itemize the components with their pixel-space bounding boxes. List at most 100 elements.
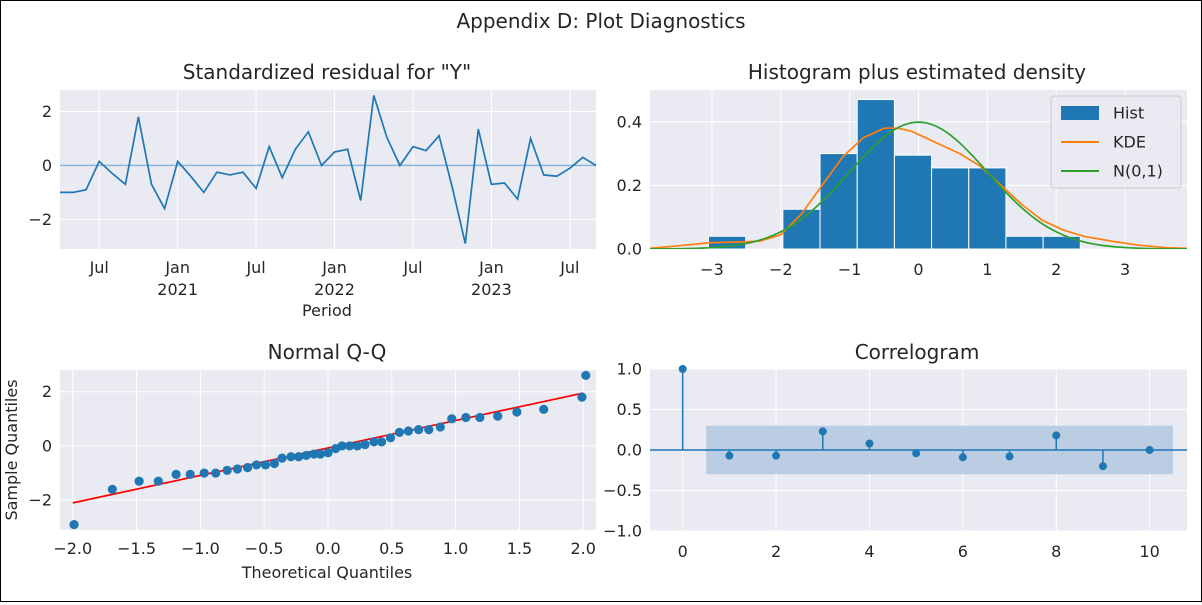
residual-plot: Standardized residual for "Y" Period −2 0… — [28, 60, 596, 320]
histogram-legend: Hist KDE N(0,1) — [1050, 95, 1182, 189]
correlogram-xtick-label: 10 — [1139, 542, 1159, 561]
legend-hist-label: Hist — [1113, 104, 1144, 123]
histogram-ytick-label: 0.4 — [617, 112, 642, 131]
correlogram-plot: Correlogram −1.0 −0.5 0.0 0.5 1.0 0 2 4 6 8 10 — [603, 340, 1187, 561]
qq-point — [309, 449, 319, 459]
legend-hist-swatch — [1061, 106, 1099, 120]
residual-xtick-year: 2021 — [157, 280, 198, 299]
residual-series-line — [60, 95, 596, 244]
qq-point — [577, 392, 587, 402]
qq-xtick-label: 2.0 — [571, 539, 596, 558]
qq-point — [107, 484, 117, 494]
qq-point — [435, 422, 445, 432]
histogram-ytick-label: 0.2 — [617, 176, 642, 195]
residual-axes-bg — [60, 90, 596, 249]
correlogram-marker — [1145, 446, 1154, 454]
residual-xtick-year: 2022 — [314, 280, 355, 299]
histogram-bar — [893, 154, 933, 250]
correlogram-marker — [818, 427, 827, 436]
qq-point — [134, 476, 144, 486]
normal-pdf-line — [650, 121, 1187, 249]
residual-title: Standardized residual for "Y" — [183, 60, 471, 84]
histogram-xtick-label: 2 — [1051, 260, 1061, 279]
qq-point — [232, 464, 242, 474]
qq-point — [385, 433, 396, 443]
histogram-xtick-label: 0 — [913, 260, 923, 279]
qq-point — [447, 414, 457, 424]
correlogram-marker — [912, 449, 921, 458]
histogram-xtick-label: 1 — [982, 260, 992, 279]
histogram-bar — [819, 153, 858, 250]
qq-ytick-label: 0 — [42, 436, 52, 455]
qq-point — [69, 519, 79, 530]
qq-point — [294, 452, 304, 462]
qq-point — [539, 404, 549, 414]
qq-point — [581, 370, 591, 381]
histogram-bar — [782, 208, 821, 250]
correlogram-marker — [1098, 462, 1107, 471]
correlogram-ytick-label: −0.5 — [603, 481, 642, 500]
correlogram-marker — [772, 451, 781, 460]
qq-point — [475, 412, 485, 423]
histogram-xtick-label: −2 — [769, 260, 793, 279]
qq-point — [211, 468, 221, 478]
qq-xtick-label: 1.0 — [443, 539, 468, 558]
qq-point — [251, 460, 262, 470]
qq-point — [171, 469, 181, 480]
figure-suptitle: Appendix D: Plot Diagnostics — [456, 9, 745, 33]
qq-xtick-label: 1.5 — [507, 539, 532, 558]
correlogram-ytick-label: −1.0 — [603, 522, 642, 541]
residual-xtick-label: Jan — [321, 258, 347, 277]
correlogram-marker — [725, 451, 734, 460]
qq-point — [352, 441, 362, 451]
qq-xtick-label: 0.5 — [379, 539, 404, 558]
qq-xlabel: Theoretical Quantiles — [241, 563, 413, 582]
histogram-xtick-label: 3 — [1120, 260, 1130, 279]
qq-point — [323, 448, 333, 458]
residual-ytick-label: −2 — [28, 210, 52, 229]
residual-xtick-label: Jan — [478, 258, 504, 277]
histogram-bar — [931, 167, 970, 250]
qq-point — [153, 476, 163, 486]
qq-point — [369, 437, 379, 447]
qq-xtick-label: 0.0 — [315, 539, 340, 558]
residual-xtick-label: Jul — [559, 258, 579, 277]
qq-xtick-label: −1.5 — [117, 539, 156, 558]
qq-point — [345, 441, 355, 451]
correlogram-xtick-label: 0 — [678, 542, 688, 561]
correlogram-ytick-label: 1.0 — [617, 360, 642, 379]
qq-point — [315, 449, 325, 459]
qq-xtick-label: −2.0 — [53, 539, 92, 558]
residual-ytick-label: 2 — [42, 102, 52, 121]
residual-xtick-label: Jan — [164, 258, 190, 277]
histogram-bar — [968, 167, 1007, 250]
qq-point — [461, 412, 471, 423]
qq-point — [277, 453, 287, 463]
correlogram-title: Correlogram — [855, 340, 980, 364]
qq-point — [403, 426, 413, 436]
qq-point — [222, 465, 232, 475]
correlogram-marker — [865, 439, 874, 448]
correlogram-xtick-label: 6 — [958, 542, 968, 561]
residual-xlabel: Period — [302, 301, 352, 320]
residual-xtick-label: Jul — [89, 258, 109, 277]
qq-point — [414, 425, 424, 435]
correlogram-xtick-label: 8 — [1051, 542, 1061, 561]
correlogram-marker — [958, 453, 967, 462]
qq-point — [286, 452, 296, 462]
qq-point — [512, 407, 522, 417]
histogram-bar — [856, 99, 895, 250]
correlogram-marker — [1005, 452, 1014, 461]
qq-xtick-label: −0.5 — [245, 539, 284, 558]
qq-point — [360, 439, 370, 450]
histogram-xtick-label: −3 — [700, 260, 724, 279]
qq-point — [424, 425, 434, 435]
histogram-xtick-label: −1 — [838, 260, 862, 279]
residual-ytick-label: 0 — [42, 156, 52, 175]
correlogram-ytick-label: 0.5 — [617, 400, 642, 419]
qq-title: Normal Q-Q — [268, 340, 387, 364]
qq-point — [185, 469, 195, 480]
qq-point — [301, 450, 311, 461]
